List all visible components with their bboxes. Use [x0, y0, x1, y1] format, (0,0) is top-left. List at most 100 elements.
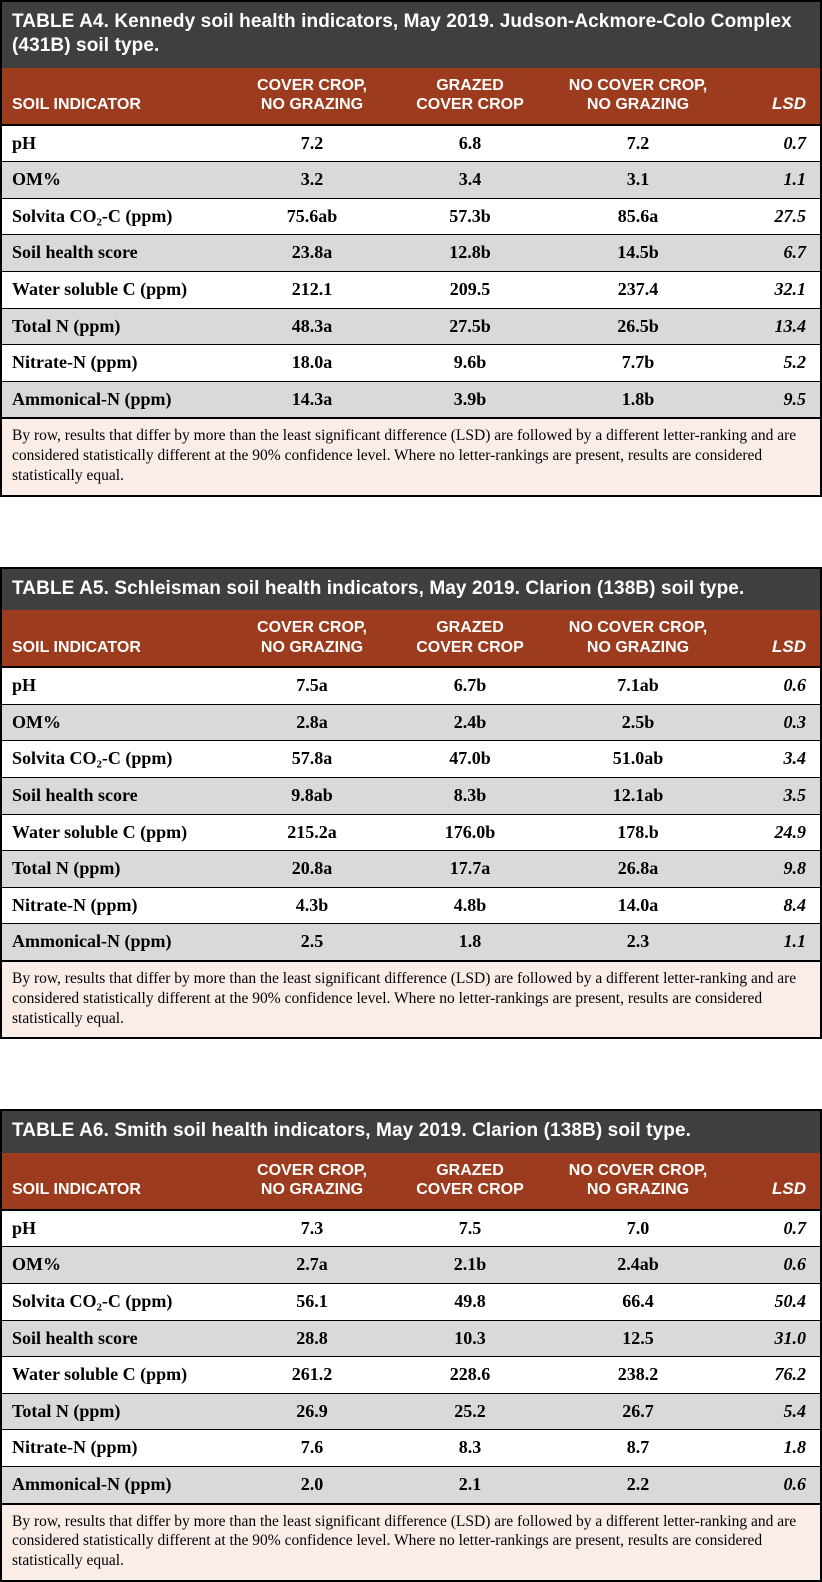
value-cell: 7.6 [230, 1429, 394, 1467]
column-header: COVER CROP, NO GRAZING [230, 610, 394, 669]
table-caption: Schleisman soil health indicators, May 2… [114, 577, 745, 599]
table-row: Water soluble C (ppm) 215.2a 176.0b 178.b 24… [2, 813, 820, 851]
value-cell: 12.1ab [546, 777, 730, 815]
indicator-cell: Soil health score [2, 1319, 230, 1357]
indicator-cell: Ammonical-N (ppm) [2, 1465, 230, 1503]
soil-table: SOIL INDICATOR COVER CROP, NO GRAZING GRAZ… [2, 67, 820, 418]
column-header: SOIL INDICATOR [2, 610, 230, 669]
value-cell: 8.7 [546, 1429, 730, 1467]
table-row: Total N (ppm) 48.3a 27.5b 26.5b 13.4 [2, 307, 820, 345]
value-cell: 6.7b [394, 666, 546, 705]
indicator-cell: OM% [2, 161, 230, 199]
value-cell: 7.5a [230, 666, 394, 705]
value-cell: 2.4b [394, 703, 546, 741]
table-caption: Smith soil health indicators, May 2019. … [114, 1120, 692, 1142]
value-cell: 9.6b [394, 344, 546, 382]
column-header: SOIL INDICATOR [2, 67, 230, 126]
lsd-cell: 5.2 [730, 344, 820, 382]
table-row: Total N (ppm) 20.8a 17.7a 26.8a 9.8 [2, 850, 820, 888]
value-cell: 48.3a [230, 307, 394, 345]
lsd-cell: 9.8 [730, 850, 820, 888]
value-cell: 3.2 [230, 161, 394, 199]
value-cell: 51.0ab [546, 740, 730, 778]
value-cell: 237.4 [546, 271, 730, 309]
soil-table: SOIL INDICATOR COVER CROP, NO GRAZING GRAZ… [2, 610, 820, 960]
column-header: GRAZED COVER CROP [394, 67, 546, 126]
value-cell: 2.5b [546, 703, 730, 741]
lsd-cell: 31.0 [730, 1319, 820, 1357]
table-row: Ammonical-N (ppm) 14.3a 3.9b 1.8b 9.5 [2, 380, 820, 418]
soil-table: SOIL INDICATOR COVER CROP, NO GRAZING GRAZ… [2, 1152, 820, 1503]
column-header: GRAZED COVER CROP [394, 1152, 546, 1211]
value-cell: 2.7a [230, 1246, 394, 1284]
indicator-cell: OM% [2, 703, 230, 741]
indicator-cell: Ammonical-N (ppm) [2, 380, 230, 418]
lsd-column-header: LSD [730, 1152, 820, 1211]
value-cell: 20.8a [230, 850, 394, 888]
table-label: TABLE A5. [12, 577, 109, 599]
value-cell: 12.5 [546, 1319, 730, 1357]
table-body: pH 7.3 7.5 7.0 0.7 OM% 2.7a 2.1b 2.4ab 0.6 Solvita… [2, 1209, 820, 1503]
lsd-cell: 50.4 [730, 1283, 820, 1321]
table-row: OM% 3.2 3.4 3.1 1.1 [2, 161, 820, 199]
table-row: Solvita CO₂-C (ppm) 57.8a 47.0b 51.0ab 3.4 [2, 740, 820, 778]
table-row: OM% 2.7a 2.1b 2.4ab 0.6 [2, 1246, 820, 1284]
table-body: pH 7.2 6.8 7.2 0.7 OM% 3.2 3.4 3.1 1.1 Solvita CO₂… [2, 124, 820, 418]
column-header: NO COVER CROP, NO GRAZING [546, 67, 730, 126]
table-row: Total N (ppm) 26.9 25.2 26.7 5.4 [2, 1392, 820, 1430]
value-cell: 2.8a [230, 703, 394, 741]
value-cell: 14.3a [230, 380, 394, 418]
value-cell: 3.9b [394, 380, 546, 418]
lsd-cell: 0.6 [730, 1246, 820, 1284]
indicator-cell: Water soluble C (ppm) [2, 271, 230, 309]
lsd-cell: 9.5 [730, 380, 820, 418]
indicator-cell: Water soluble C (ppm) [2, 813, 230, 851]
lsd-cell: 1.1 [730, 923, 820, 960]
lsd-cell: 27.5 [730, 197, 820, 235]
value-cell: 8.3b [394, 777, 546, 815]
value-cell: 28.8 [230, 1319, 394, 1357]
table-row: Water soluble C (ppm) 212.1 209.5 237.4 32.1 [2, 271, 820, 309]
table-row: pH 7.3 7.5 7.0 0.7 [2, 1209, 820, 1247]
value-cell: 56.1 [230, 1283, 394, 1321]
value-cell: 4.8b [394, 886, 546, 924]
value-cell: 7.7b [546, 344, 730, 382]
lsd-cell: 0.3 [730, 703, 820, 741]
value-cell: 2.1 [394, 1465, 546, 1503]
lsd-column-header: LSD [730, 610, 820, 669]
indicator-cell: Soil health score [2, 777, 230, 815]
header-row: SOIL INDICATOR COVER CROP, NO GRAZING GRAZ… [2, 1152, 820, 1211]
header-row: SOIL INDICATOR COVER CROP, NO GRAZING GRAZ… [2, 610, 820, 669]
value-cell: 18.0a [230, 344, 394, 382]
indicator-cell: Solvita CO₂-C (ppm) [2, 197, 230, 235]
indicator-cell: Solvita CO₂-C (ppm) [2, 1283, 230, 1321]
value-cell: 3.4 [394, 161, 546, 199]
lsd-cell: 76.2 [730, 1356, 820, 1394]
soil-table-block: TABLE A4. Kennedy soil health indicators… [0, 0, 822, 497]
table-title-bar: TABLE A5. Schleisman soil health indicat… [2, 568, 820, 611]
value-cell: 26.5b [546, 307, 730, 345]
value-cell: 212.1 [230, 271, 394, 309]
value-cell: 57.8a [230, 740, 394, 778]
table-row: pH 7.2 6.8 7.2 0.7 [2, 124, 820, 162]
lsd-cell: 24.9 [730, 813, 820, 851]
table-label: TABLE A6. [12, 1120, 109, 1142]
lsd-cell: 0.7 [730, 124, 820, 162]
value-cell: 12.8b [394, 234, 546, 272]
column-header: COVER CROP, NO GRAZING [230, 1152, 394, 1211]
soil-table-block: TABLE A6. Smith soil health indicators, … [0, 1109, 822, 1582]
table-row: Solvita CO₂-C (ppm) 56.1 49.8 66.4 50.4 [2, 1283, 820, 1321]
value-cell: 7.2 [546, 124, 730, 162]
value-cell: 1.8 [394, 923, 546, 960]
value-cell: 26.8a [546, 850, 730, 888]
indicator-cell: Solvita CO₂-C (ppm) [2, 740, 230, 778]
value-cell: 7.3 [230, 1209, 394, 1247]
value-cell: 4.3b [230, 886, 394, 924]
value-cell: 176.0b [394, 813, 546, 851]
table-caption: Kennedy soil health indicators, May 2019… [12, 11, 792, 57]
value-cell: 26.9 [230, 1392, 394, 1430]
table-body: pH 7.5a 6.7b 7.1ab 0.6 OM% 2.8a 2.4b 2.5b 0.3 Solv… [2, 666, 820, 960]
footnote: By row, results that differ by more than… [2, 417, 820, 495]
table-row: Nitrate-N (ppm) 18.0a 9.6b 7.7b 5.2 [2, 344, 820, 382]
lsd-cell: 0.6 [730, 1465, 820, 1503]
